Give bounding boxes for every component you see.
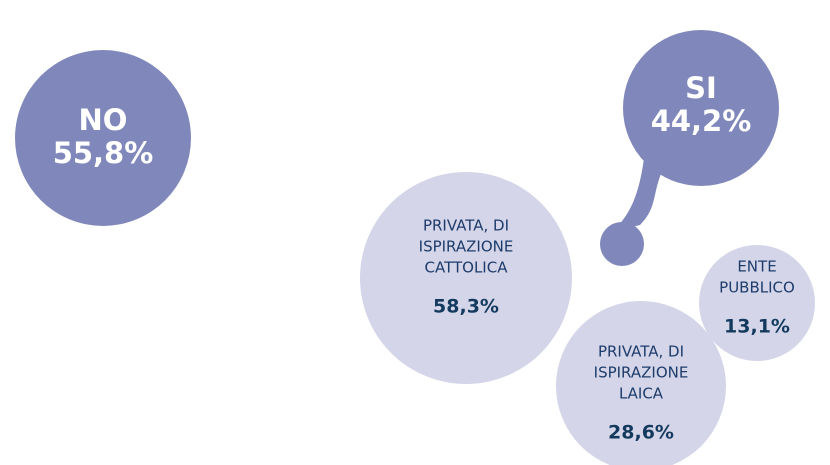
category-value: 58,3% [433, 296, 499, 318]
answer-label: NO [79, 103, 128, 137]
category-label: ISPIRAZIONE [419, 238, 514, 256]
category-label: CATTOLICA [425, 259, 509, 277]
answer-label: SI [685, 71, 717, 105]
category-label: PUBBLICO [719, 279, 795, 297]
no-bubble [15, 50, 191, 226]
ente-bubble [699, 245, 815, 361]
category-label: ISPIRAZIONE [594, 364, 689, 382]
si-tail [612, 150, 668, 232]
laica-bubble [556, 301, 726, 465]
answer-value: 55,8% [53, 136, 154, 170]
category-value: 28,6% [608, 422, 674, 444]
category-label: PRIVATA, DI [598, 343, 684, 361]
cattolica-bubble [360, 172, 572, 384]
si-tail-drop [600, 222, 644, 266]
answer-value: 44,2% [651, 104, 752, 138]
category-value: 13,1% [724, 316, 790, 338]
category-label: ENTE [737, 258, 776, 276]
category-label: PRIVATA, DI [423, 217, 509, 235]
category-label: LAICA [619, 385, 664, 403]
si-bubble [623, 30, 779, 186]
